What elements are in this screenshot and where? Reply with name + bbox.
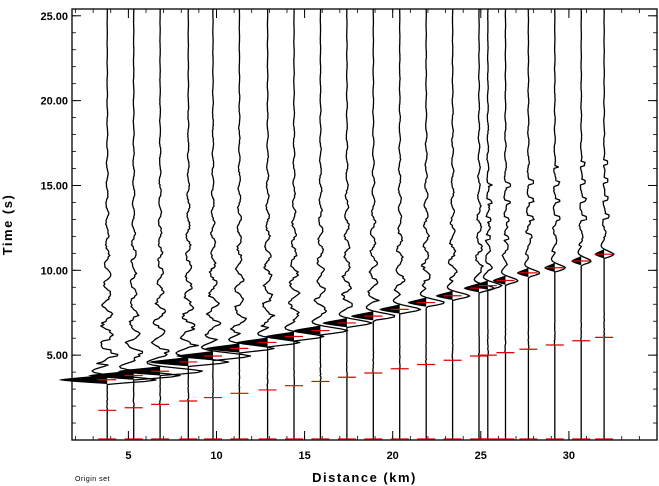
trace-filled-lobe: [88, 370, 134, 380]
trace-filled-lobe: [350, 311, 374, 321]
x-tick-label: 5: [125, 450, 131, 462]
y-tick-label: 20.00: [40, 96, 68, 108]
trace-filled-lobe: [322, 317, 347, 328]
y-tick-label: 15.00: [40, 180, 68, 192]
seismogram-trace: [419, 9, 445, 440]
trace-filled-lobe: [58, 374, 108, 384]
trace-filled-lobe: [379, 304, 400, 314]
seismogram-trace: [577, 9, 592, 440]
x-axis-label: Distance (km): [312, 470, 417, 485]
seismogram-trace: [91, 9, 157, 440]
seismogram-trace: [338, 9, 373, 440]
seismogram-trace: [257, 9, 301, 440]
seismogram-trace: [500, 9, 519, 440]
trace-filled-lobe: [117, 366, 161, 376]
seismogram-trace: [365, 9, 396, 440]
seismogram-trace: [311, 9, 349, 440]
x-tick-label: 10: [210, 450, 222, 462]
trace-filled-lobe: [148, 356, 189, 367]
seismogram-trace: [550, 9, 567, 440]
y-tick-label: 10.00: [40, 265, 68, 277]
trace-filled-lobe: [175, 350, 213, 361]
seismogram-trace: [482, 9, 503, 440]
x-tick-label: 25: [475, 450, 487, 462]
seismogram-trace: [473, 9, 495, 440]
footnote: Origin set: [75, 476, 110, 483]
x-tick-label: 15: [298, 450, 310, 462]
trace-filled-lobe: [407, 297, 427, 307]
y-tick-label: 25.00: [40, 11, 68, 23]
seismogram-trace: [146, 9, 203, 440]
trace-filled-lobe: [235, 337, 268, 347]
y-axis-label: Time (s): [0, 194, 15, 256]
trace-filled-lobe: [205, 343, 240, 353]
seismogram-trace: [524, 9, 541, 440]
plot-frame: [71, 8, 658, 441]
x-tick-label: 20: [387, 450, 399, 462]
seismogram-trace: [175, 9, 230, 440]
y-tick-label: 5.00: [47, 350, 68, 362]
seismogram-trace: [284, 9, 325, 440]
seismogram-trace: [600, 9, 615, 440]
seismogram-trace: [200, 9, 252, 440]
seismogram-trace: [228, 9, 275, 440]
seismogram-trace: [392, 9, 422, 440]
trace-filled-lobe: [264, 331, 294, 341]
seismogram-trace: [118, 9, 181, 440]
seismogram-trace: [446, 9, 471, 440]
trace-filled-lobe: [293, 325, 321, 335]
x-tick-label: 30: [563, 450, 575, 462]
